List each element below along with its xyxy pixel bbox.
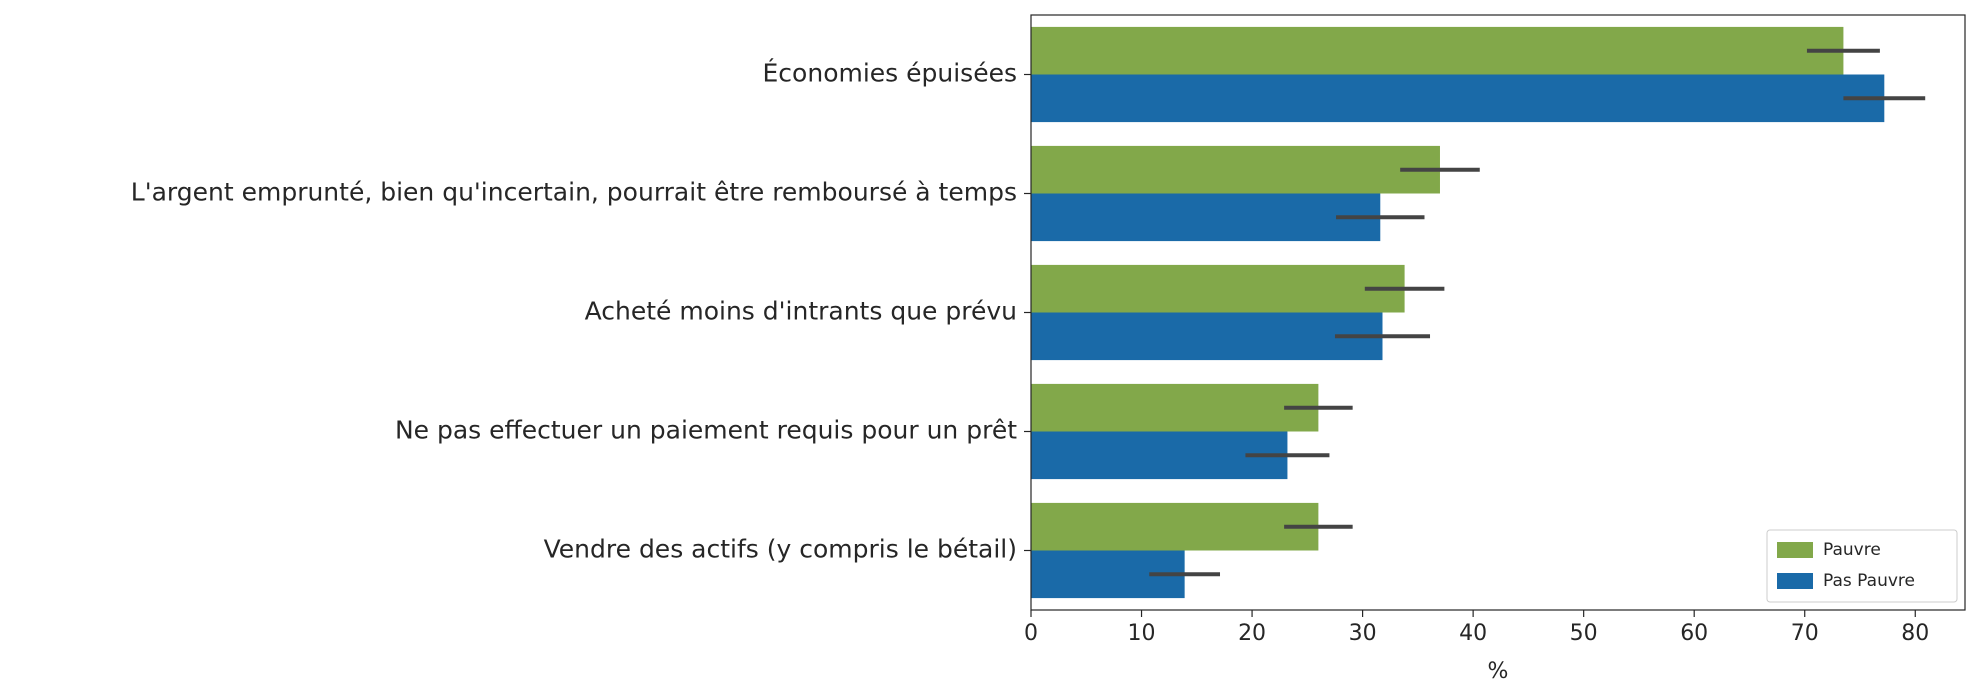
y-tick-label: Économies épuisées	[763, 59, 1017, 88]
y-tick-label: Acheté moins d'intrants que prévu	[585, 297, 1017, 326]
plot-frame	[1030, 14, 1966, 611]
x-tick-label: 40	[1459, 621, 1487, 646]
y-tick-label: Ne pas effectuer un paiement requis pour…	[395, 416, 1017, 445]
legend-label: Pauvre	[1823, 540, 1881, 560]
bar	[1031, 264, 1405, 313]
bar	[1031, 502, 1319, 551]
bar	[1031, 312, 1383, 361]
bar	[1031, 26, 1844, 75]
x-tick-label: 30	[1349, 621, 1377, 646]
y-tick-label: L'argent emprunté, bien qu'incertain, po…	[131, 178, 1017, 207]
x-tick-label: 70	[1791, 621, 1819, 646]
legend-box	[1766, 529, 1958, 603]
legend-swatch	[1777, 573, 1813, 589]
x-tick-label: 0	[1024, 621, 1038, 646]
bar	[1031, 193, 1381, 242]
legend-label: Pas Pauvre	[1823, 571, 1915, 591]
x-tick-label: 20	[1238, 621, 1266, 646]
bar	[1031, 431, 1288, 480]
x-tick-label: 60	[1680, 621, 1708, 646]
bar	[1031, 383, 1319, 432]
bar	[1031, 74, 1885, 123]
x-tick-label: 80	[1901, 621, 1929, 646]
bar	[1031, 145, 1440, 194]
legend-swatch	[1777, 542, 1813, 558]
x-axis-label: %	[1488, 659, 1509, 684]
x-tick-label: 50	[1570, 621, 1598, 646]
y-tick-label: Vendre des actifs (y compris le bétail)	[544, 535, 1017, 564]
x-tick-label: 10	[1128, 621, 1156, 646]
